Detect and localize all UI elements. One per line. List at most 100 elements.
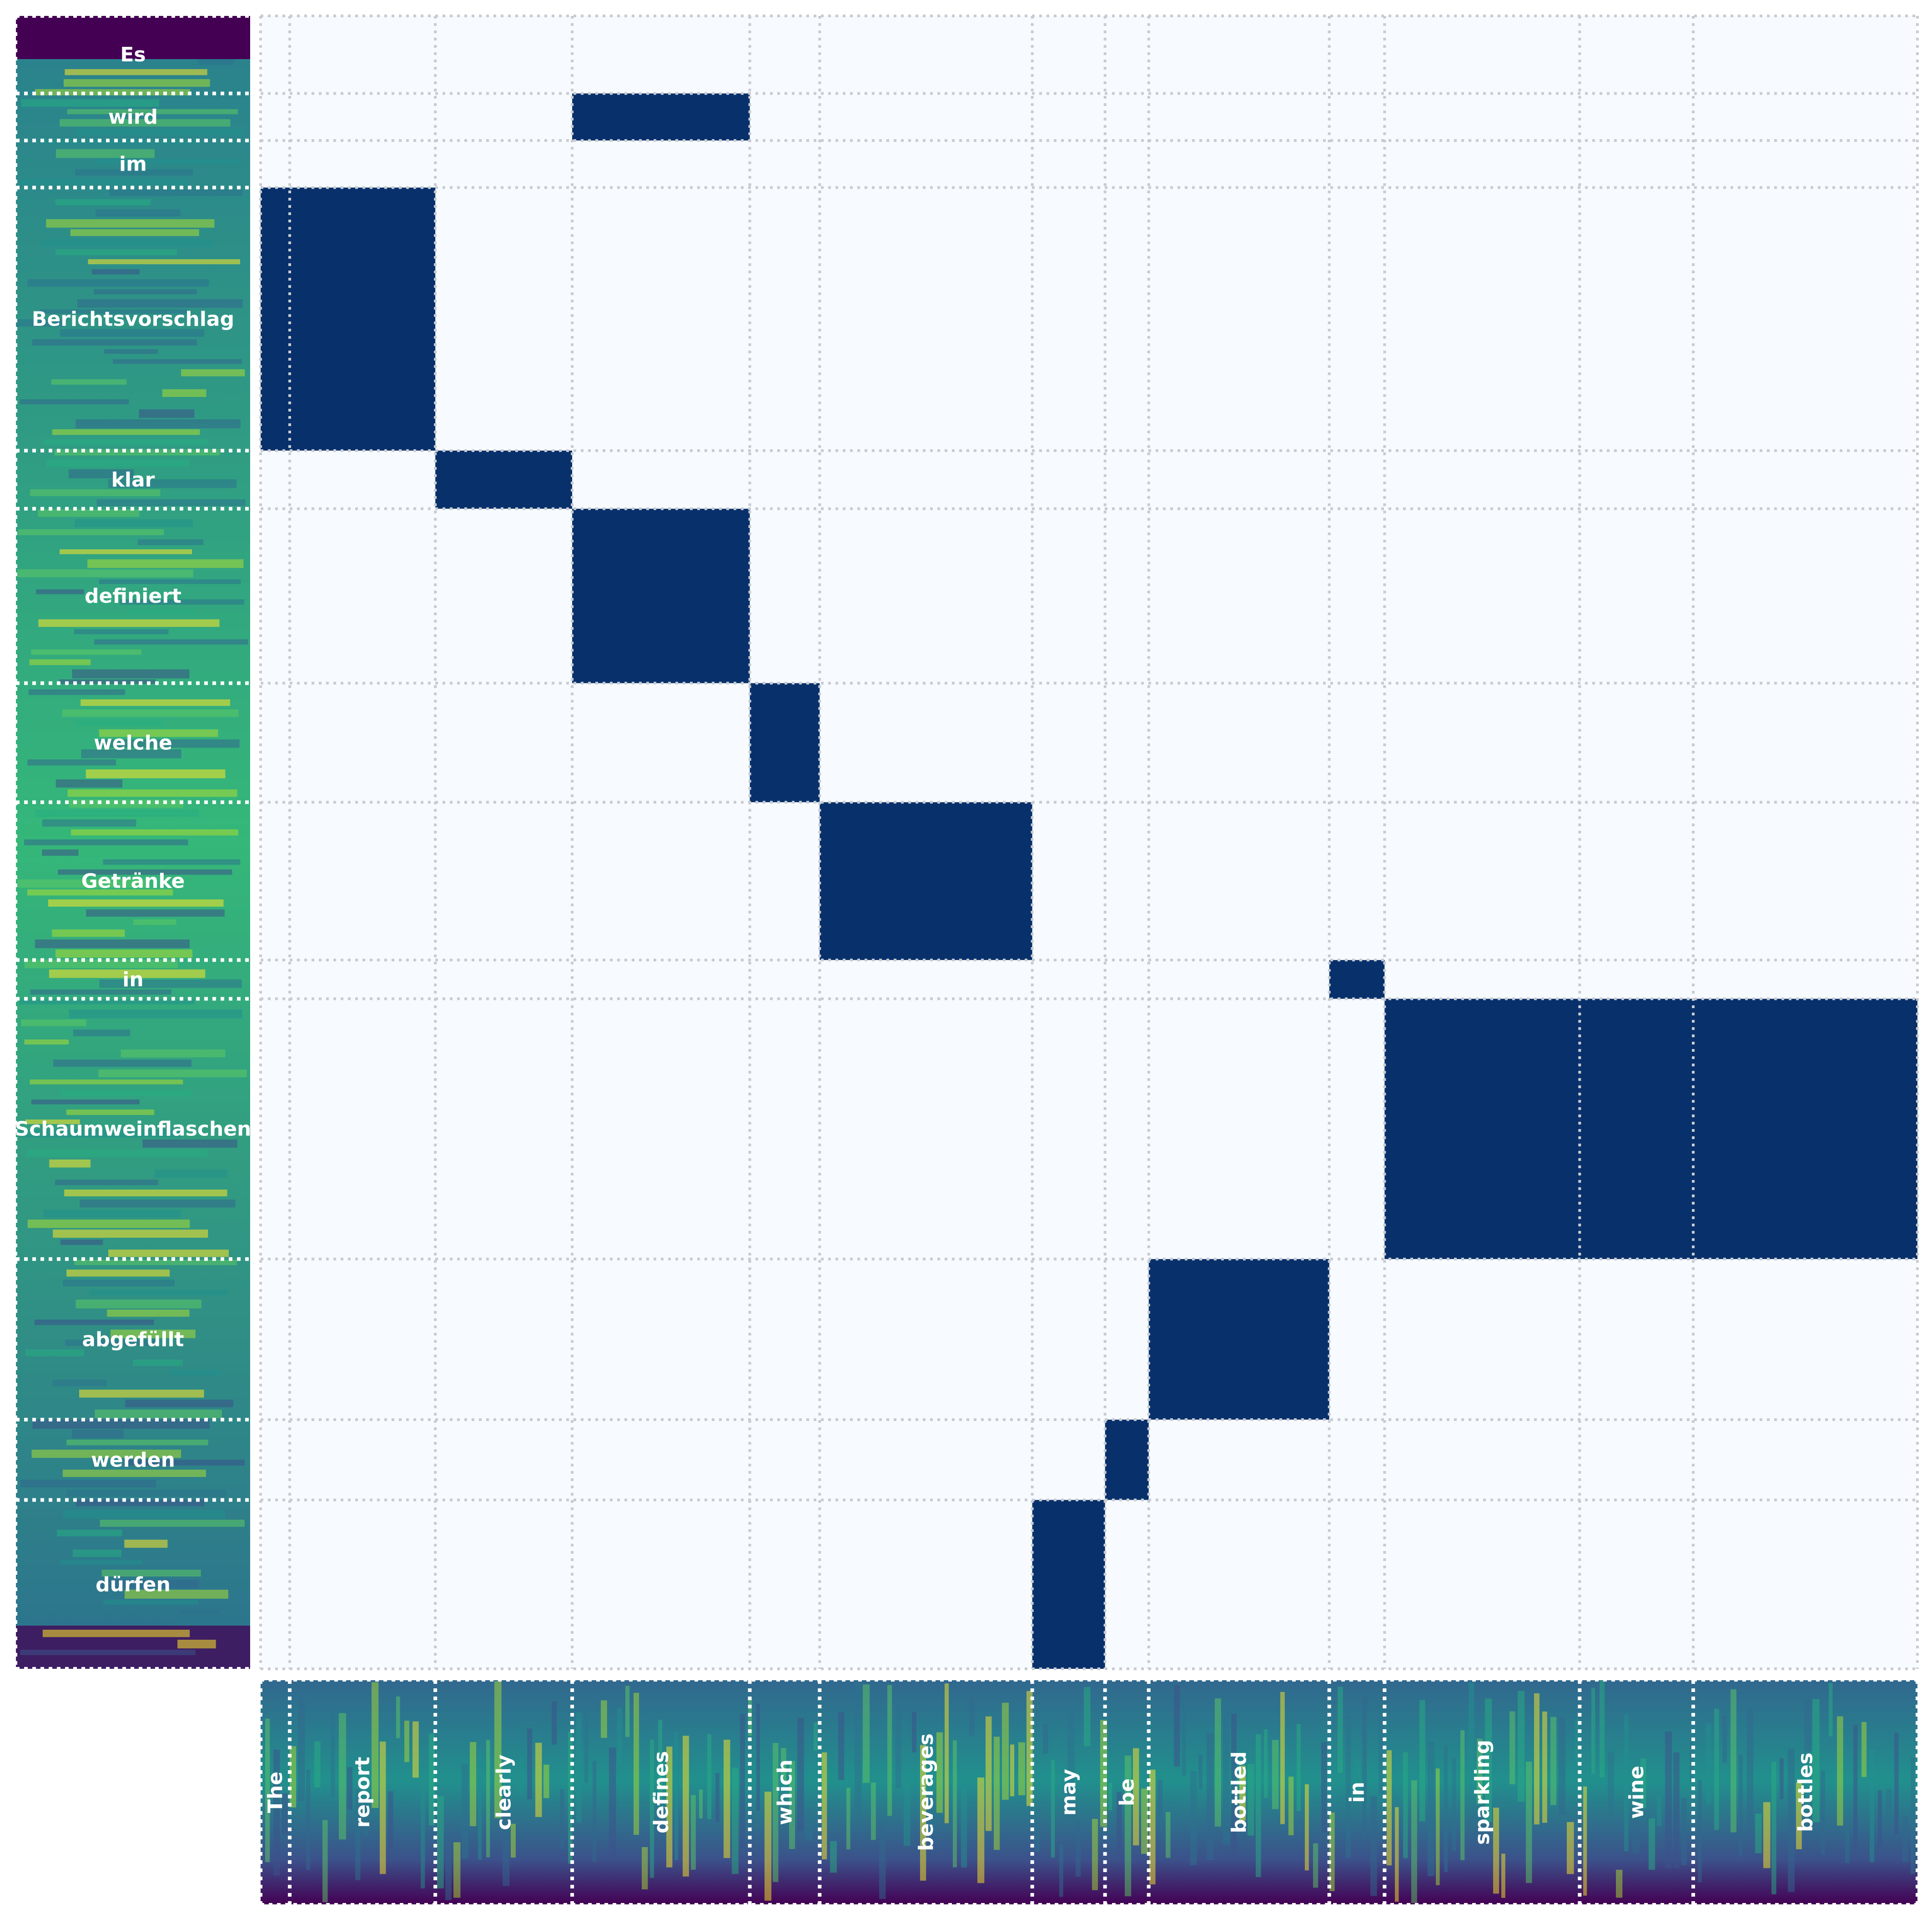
target-spectrogram-band bbox=[1771, 1762, 1776, 1894]
target-spectrogram-band bbox=[1853, 1725, 1858, 1849]
source-spectrogram-band bbox=[60, 1560, 143, 1565]
target-spectrogram-band bbox=[1108, 1782, 1112, 1810]
target-spectrogram-band bbox=[830, 1841, 837, 1873]
source-spectrogram-band bbox=[20, 399, 129, 405]
source-word-label-schaumweinflaschen: Schaumweinflaschen bbox=[15, 1118, 252, 1141]
target-word-label-may: may bbox=[1057, 1769, 1081, 1816]
target-spectrogram-band bbox=[1731, 1689, 1736, 1833]
source-spectrogram-band bbox=[60, 1090, 191, 1097]
source-spectrogram-band bbox=[72, 1430, 124, 1438]
target-spectrogram-band bbox=[977, 1777, 985, 1883]
target-spectrogram-band bbox=[904, 1772, 911, 1846]
target-word-label-which: which bbox=[773, 1759, 796, 1825]
target-spectrogram-band bbox=[1518, 1691, 1525, 1802]
source-spectrogram-band bbox=[91, 269, 140, 275]
target-spectrogram-band bbox=[1657, 1795, 1661, 1827]
target-spectrogram-band bbox=[969, 1698, 975, 1736]
source-spectrogram-band bbox=[46, 219, 215, 228]
source-spectrogram-band bbox=[129, 609, 196, 615]
source-spectrogram-band bbox=[99, 579, 241, 584]
target-spectrogram-band bbox=[1272, 1740, 1279, 1809]
target-spectrogram-band bbox=[1174, 1685, 1180, 1767]
target-spectrogram-band bbox=[1436, 1768, 1440, 1885]
source-spectrogram-band bbox=[96, 499, 246, 506]
source-spectrogram-band bbox=[46, 459, 190, 467]
target-spectrogram-band bbox=[273, 1749, 280, 1876]
target-spectrogram-band bbox=[666, 1746, 673, 1868]
target-spectrogram-band bbox=[1092, 1819, 1098, 1890]
source-spectrogram-band bbox=[30, 1080, 183, 1085]
source-spectrogram-band bbox=[53, 1059, 191, 1067]
target-spectrogram-band bbox=[355, 1789, 361, 1881]
source-spectrogram-band bbox=[72, 1550, 122, 1557]
source-spectrogram-band bbox=[133, 1360, 183, 1366]
target-spectrogram-band bbox=[936, 1732, 943, 1813]
target-spectrogram-band bbox=[1673, 1752, 1680, 1868]
target-spectrogram-band bbox=[732, 1767, 739, 1874]
source-word-label-in: in bbox=[122, 968, 143, 991]
source-spectrogram-band bbox=[55, 199, 151, 206]
target-spectrogram-band bbox=[1117, 1792, 1122, 1861]
source-spectrogram-band bbox=[52, 429, 200, 435]
source-word-label-es: Es bbox=[120, 43, 146, 66]
source-spectrogram-band bbox=[34, 1320, 154, 1326]
source-spectrogram-band bbox=[25, 1120, 80, 1125]
target-spectrogram-band bbox=[396, 1696, 400, 1738]
source-spectrogram-band bbox=[103, 1600, 199, 1605]
source-spectrogram-band bbox=[27, 889, 173, 896]
source-spectrogram-band bbox=[74, 629, 169, 634]
source-spectrogram-band bbox=[75, 1300, 202, 1309]
target-spectrogram-band bbox=[1411, 1780, 1417, 1903]
source-spectrogram-band bbox=[86, 909, 225, 917]
target-spectrogram-band bbox=[863, 1684, 870, 1783]
target-spectrogram-band bbox=[674, 1732, 679, 1860]
target-spectrogram-band bbox=[1149, 1769, 1156, 1885]
source-word-label-getranke: Getränke bbox=[81, 870, 185, 893]
target-spectrogram-band bbox=[756, 1703, 760, 1811]
target-spectrogram-band bbox=[1370, 1796, 1377, 1896]
source-word-label-wird: wird bbox=[108, 105, 158, 129]
source-spectrogram-band bbox=[87, 559, 244, 568]
source-spectrogram-band bbox=[71, 829, 238, 836]
target-spectrogram-band bbox=[748, 1699, 752, 1736]
target-spectrogram-band bbox=[1624, 1714, 1629, 1852]
target-spectrogram-band bbox=[1640, 1758, 1646, 1808]
source-spectrogram-band bbox=[142, 1140, 237, 1148]
target-spectrogram-band bbox=[855, 1682, 862, 1819]
target-spectrogram-band bbox=[1198, 1755, 1202, 1789]
source-spectrogram-band bbox=[154, 1170, 227, 1178]
source-spectrogram-band bbox=[64, 1190, 227, 1196]
target-spectrogram-band bbox=[1821, 1771, 1826, 1855]
target-spectrogram-band bbox=[1665, 1732, 1672, 1869]
source-spectrogram-band bbox=[31, 1100, 140, 1105]
alignment-cell-definiert-defines bbox=[572, 508, 750, 683]
target-spectrogram-band bbox=[282, 1793, 288, 1834]
source-spectrogram-band bbox=[95, 209, 181, 217]
source-spectrogram-band bbox=[60, 1240, 103, 1245]
source-spectrogram-band bbox=[62, 709, 239, 717]
source-spectrogram-band bbox=[60, 549, 192, 554]
target-spectrogram-band bbox=[1878, 1790, 1882, 1847]
target-spectrogram-band bbox=[699, 1789, 703, 1819]
source-spectrogram-band bbox=[170, 1370, 221, 1376]
target-spectrogram-band bbox=[1207, 1733, 1214, 1860]
target-spectrogram-band bbox=[1804, 1700, 1811, 1752]
target-spectrogram-band bbox=[838, 1712, 845, 1780]
source-spectrogram-band bbox=[27, 1220, 190, 1228]
source-spectrogram-band bbox=[111, 1330, 196, 1338]
source-spectrogram-band bbox=[21, 99, 159, 107]
target-word-label-clearly: clearly bbox=[493, 1754, 516, 1830]
target-spectrogram-band bbox=[961, 1787, 967, 1868]
target-spectrogram-band bbox=[322, 1820, 328, 1903]
source-word-label-durfen: dürfen bbox=[96, 1573, 171, 1596]
target-spectrogram-band bbox=[1616, 1869, 1623, 1898]
target-spectrogram-band bbox=[576, 1712, 582, 1823]
target-spectrogram-band bbox=[1526, 1762, 1532, 1883]
alignment-cell-in-in bbox=[1329, 960, 1385, 999]
source-spectrogram-band bbox=[96, 159, 239, 164]
target-spectrogram-band bbox=[331, 1692, 335, 1798]
target-spectrogram-band bbox=[445, 1830, 452, 1900]
target-spectrogram-band bbox=[1632, 1820, 1640, 1853]
alignment-cell-durfen-may bbox=[1032, 1500, 1105, 1669]
